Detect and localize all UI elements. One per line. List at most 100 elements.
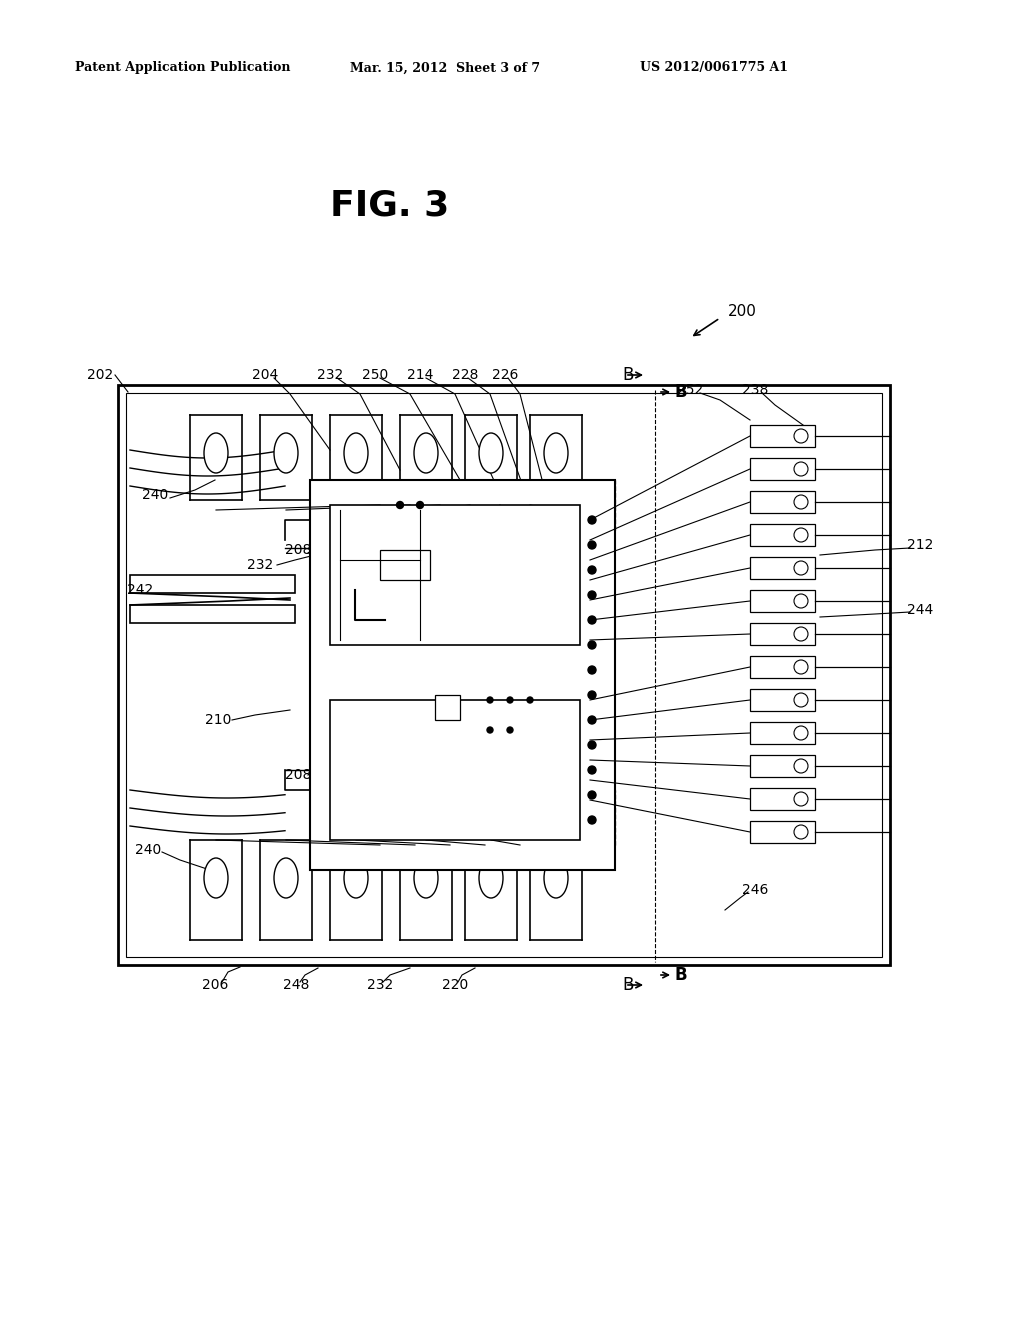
Circle shape <box>588 791 596 799</box>
Text: 220: 220 <box>442 978 468 993</box>
Text: 252: 252 <box>677 383 703 397</box>
Bar <box>330 506 580 645</box>
Text: 248: 248 <box>283 978 309 993</box>
Bar <box>750 491 815 513</box>
Text: 202: 202 <box>87 368 113 381</box>
Bar <box>750 590 815 612</box>
Bar <box>750 788 815 810</box>
Text: B: B <box>623 366 634 384</box>
Ellipse shape <box>794 495 808 510</box>
Circle shape <box>487 727 493 733</box>
Ellipse shape <box>794 759 808 774</box>
Text: 232: 232 <box>247 558 273 572</box>
Ellipse shape <box>414 433 438 473</box>
Text: 250: 250 <box>361 368 388 381</box>
Text: 214: 214 <box>407 368 433 381</box>
Circle shape <box>588 690 596 700</box>
Circle shape <box>588 741 596 748</box>
Bar <box>750 722 815 744</box>
Ellipse shape <box>344 433 368 473</box>
Circle shape <box>417 502 424 508</box>
Bar <box>126 393 882 957</box>
Bar <box>750 458 815 480</box>
Ellipse shape <box>794 627 808 642</box>
Ellipse shape <box>794 561 808 576</box>
Bar <box>750 755 815 777</box>
Ellipse shape <box>479 858 503 898</box>
Bar <box>330 700 580 840</box>
Bar <box>310 480 615 531</box>
Circle shape <box>588 591 596 599</box>
Bar <box>750 557 815 579</box>
Text: 244: 244 <box>907 603 933 616</box>
Ellipse shape <box>274 433 298 473</box>
Text: 208: 208 <box>285 768 311 781</box>
Text: US 2012/0061775 A1: US 2012/0061775 A1 <box>640 62 788 74</box>
Ellipse shape <box>414 858 438 898</box>
Ellipse shape <box>794 726 808 741</box>
Text: B: B <box>623 975 634 994</box>
Ellipse shape <box>794 792 808 807</box>
Text: 232: 232 <box>316 368 343 381</box>
Ellipse shape <box>544 858 568 898</box>
Ellipse shape <box>204 433 228 473</box>
Bar <box>130 605 295 623</box>
Text: 222: 222 <box>412 593 438 607</box>
Circle shape <box>588 816 596 824</box>
Text: 236: 236 <box>412 618 438 632</box>
Circle shape <box>588 541 596 549</box>
Ellipse shape <box>204 858 228 898</box>
Text: 210: 210 <box>205 713 231 727</box>
Ellipse shape <box>794 528 808 543</box>
Circle shape <box>588 516 596 524</box>
Text: 238: 238 <box>741 383 768 397</box>
Circle shape <box>396 502 403 508</box>
Bar <box>750 524 815 546</box>
Text: 208: 208 <box>285 543 311 557</box>
Bar <box>750 656 815 678</box>
Ellipse shape <box>794 693 808 708</box>
Circle shape <box>487 697 493 704</box>
Circle shape <box>588 566 596 574</box>
Bar <box>310 480 615 870</box>
Text: 212: 212 <box>907 539 933 552</box>
Ellipse shape <box>344 858 368 898</box>
Ellipse shape <box>544 433 568 473</box>
Bar <box>310 789 615 845</box>
Circle shape <box>507 697 513 704</box>
Ellipse shape <box>794 660 808 675</box>
Text: 246: 246 <box>741 883 768 898</box>
Text: 240: 240 <box>142 488 168 502</box>
Text: B: B <box>675 383 688 401</box>
Bar <box>750 425 815 447</box>
Circle shape <box>588 616 596 624</box>
Text: FIG. 3: FIG. 3 <box>331 187 450 222</box>
Bar <box>380 550 430 579</box>
Text: 204: 204 <box>252 368 279 381</box>
Circle shape <box>588 642 596 649</box>
Ellipse shape <box>479 433 503 473</box>
Ellipse shape <box>794 825 808 840</box>
Bar <box>750 689 815 711</box>
Text: B: B <box>675 966 688 983</box>
Circle shape <box>527 697 534 704</box>
Circle shape <box>588 766 596 774</box>
Text: 240: 240 <box>135 843 161 857</box>
Text: Mar. 15, 2012  Sheet 3 of 7: Mar. 15, 2012 Sheet 3 of 7 <box>350 62 540 74</box>
Ellipse shape <box>794 462 808 477</box>
Circle shape <box>507 727 513 733</box>
Text: 228: 228 <box>452 368 478 381</box>
Bar <box>130 576 295 593</box>
Text: 234: 234 <box>419 698 445 711</box>
Text: 200: 200 <box>728 305 757 319</box>
Bar <box>750 623 815 645</box>
Circle shape <box>588 715 596 723</box>
Text: 226: 226 <box>492 368 518 381</box>
Text: 242: 242 <box>127 583 154 597</box>
Ellipse shape <box>794 429 808 444</box>
Text: 224: 224 <box>392 743 418 756</box>
Bar <box>435 696 460 719</box>
Circle shape <box>588 667 596 675</box>
Bar <box>118 385 890 965</box>
Text: 232: 232 <box>367 978 393 993</box>
